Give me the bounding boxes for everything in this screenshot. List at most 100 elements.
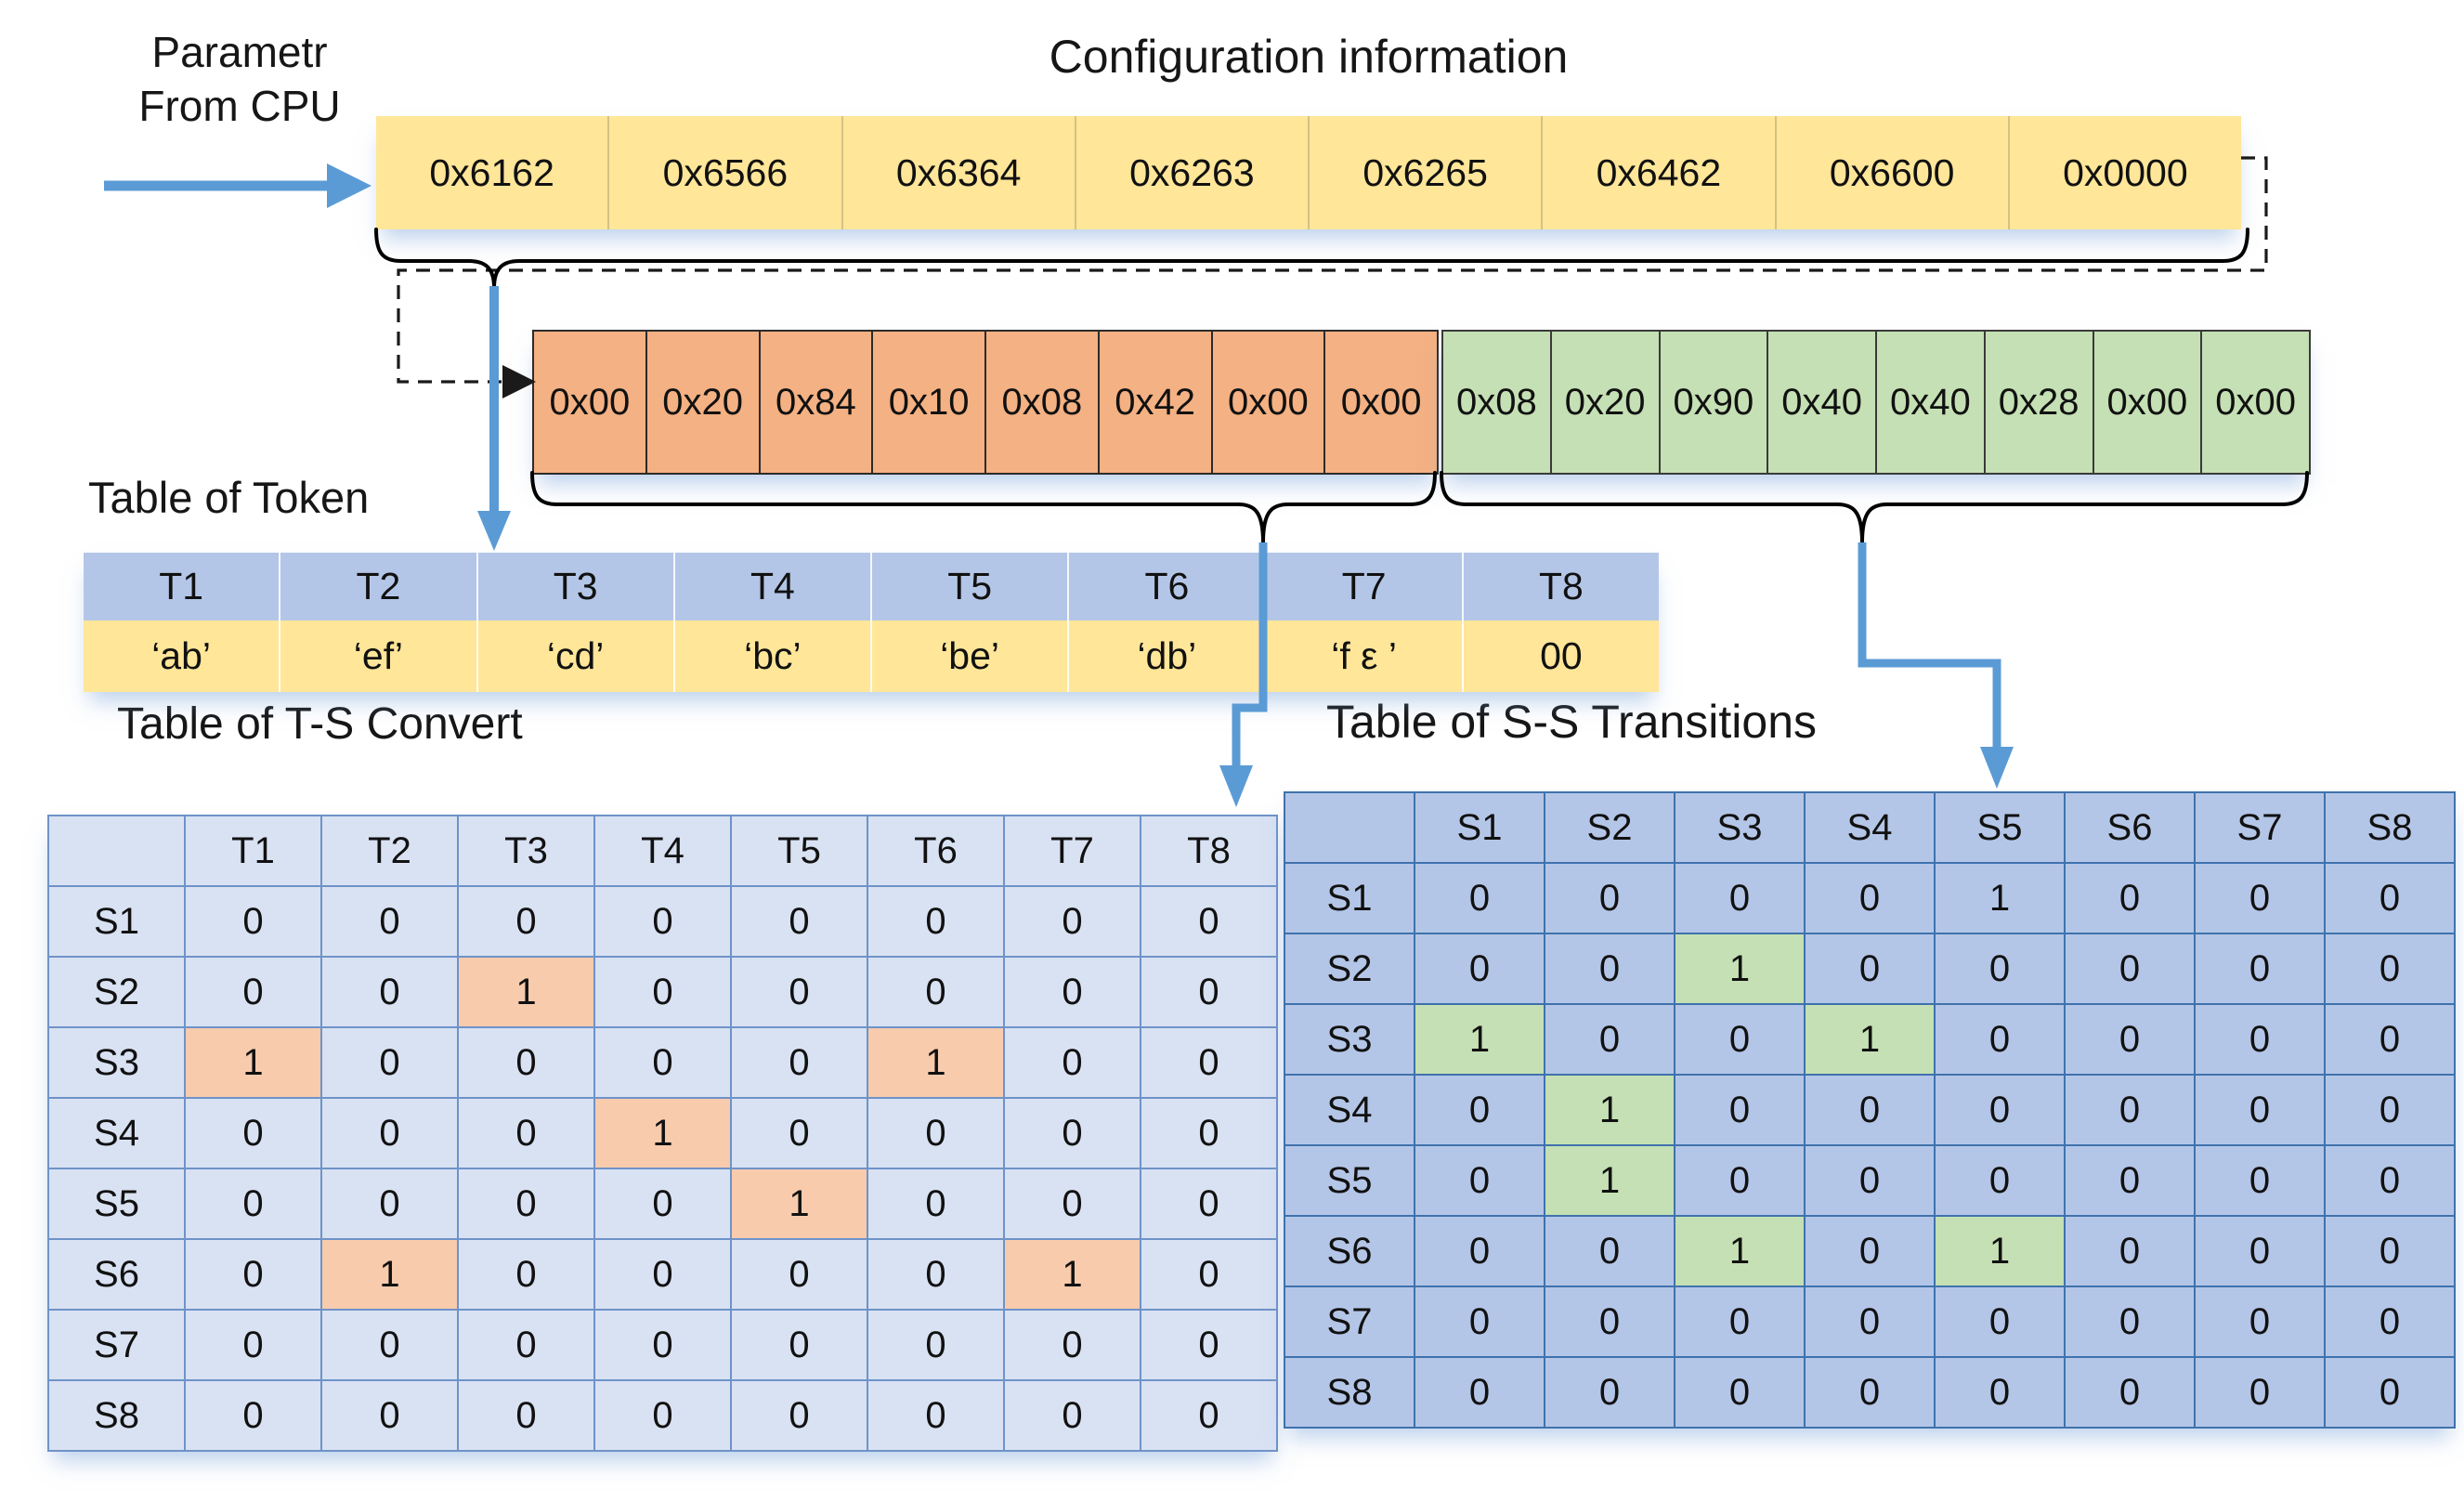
matrix-cell: 0 bbox=[322, 1381, 457, 1450]
matrix-cell: 0 bbox=[1806, 1146, 1934, 1215]
matrix-cell: 0 bbox=[2326, 934, 2454, 1003]
column-header-cell: S2 bbox=[1545, 793, 1674, 862]
matrix-cell: 0 bbox=[1545, 1217, 1674, 1286]
matrix-cell: 0 bbox=[1806, 1217, 1934, 1286]
config-hex-cell: 0x6462 bbox=[1541, 116, 1775, 229]
matrix-cell: 0 bbox=[595, 887, 730, 956]
matrix-cell: 0 bbox=[868, 1169, 1003, 1238]
matrix-cell: 0 bbox=[1005, 887, 1140, 956]
ss-byte-cell: 0x40 bbox=[1767, 332, 1875, 473]
matrix-cell: 1 bbox=[322, 1240, 457, 1309]
matrix-cell: 0 bbox=[459, 1169, 593, 1238]
matrix-cell: 0 bbox=[459, 1099, 593, 1168]
config-hex-cell: 0x6263 bbox=[1074, 116, 1308, 229]
matrix-cell: 0 bbox=[1545, 864, 1674, 933]
row-header-cell: S4 bbox=[1285, 1076, 1414, 1144]
token-value-cell: ‘ef’ bbox=[279, 620, 476, 692]
row-header-cell: S8 bbox=[49, 1381, 184, 1450]
ss-arrowhead-icon bbox=[1980, 747, 2014, 789]
row-header-cell: S6 bbox=[49, 1240, 184, 1309]
matrix-cell: 0 bbox=[1005, 1169, 1140, 1238]
matrix-cell: 1 bbox=[1545, 1146, 1674, 1215]
matrix-cell: 1 bbox=[1936, 1217, 2064, 1286]
matrix-cell: 0 bbox=[868, 958, 1003, 1026]
matrix-cell: 0 bbox=[2196, 1287, 2324, 1356]
matrix-cell: 0 bbox=[868, 1099, 1003, 1168]
matrix-cell: 0 bbox=[2066, 864, 2194, 933]
token-value-cell: ‘ab’ bbox=[84, 620, 280, 692]
column-header-cell: T5 bbox=[732, 816, 867, 885]
matrix-cell: 0 bbox=[1545, 1287, 1674, 1356]
matrix-cell: 0 bbox=[1675, 1005, 1804, 1074]
ts-convert-bytes-row: 0x00 0x20 0x84 0x10 0x08 0x42 0x00 0x00 bbox=[532, 330, 1439, 475]
matrix-cell: 0 bbox=[1141, 887, 1276, 956]
matrix-cell: 0 bbox=[1806, 1076, 1934, 1144]
ss-transition-bytes-row: 0x08 0x20 0x90 0x40 0x40 0x28 0x00 0x00 bbox=[1441, 330, 2311, 475]
token-header-cell: T1 bbox=[84, 553, 280, 620]
matrix-cell: 0 bbox=[595, 1028, 730, 1097]
matrix-cell: 1 bbox=[1005, 1240, 1140, 1309]
matrix-cell: 0 bbox=[868, 887, 1003, 956]
matrix-cell: 0 bbox=[732, 1311, 867, 1379]
matrix-cell: 0 bbox=[1936, 1146, 2064, 1215]
ts-byte-cell: 0x10 bbox=[871, 332, 984, 473]
row-header-cell: S7 bbox=[1285, 1287, 1414, 1356]
token-value-cell: ‘cd’ bbox=[476, 620, 673, 692]
matrix-cell: 0 bbox=[2196, 864, 2324, 933]
column-header-cell: S5 bbox=[1936, 793, 2064, 862]
column-header-cell: S8 bbox=[2326, 793, 2454, 862]
param-from-cpu-label: Parametr From CPU bbox=[82, 26, 398, 133]
column-header-cell: T1 bbox=[186, 816, 320, 885]
ts-byte-cell: 0x08 bbox=[984, 332, 1098, 473]
ss-byte-cell: 0x00 bbox=[2200, 332, 2309, 473]
corner-cell bbox=[1285, 793, 1414, 862]
matrix-cell: 0 bbox=[186, 1240, 320, 1309]
matrix-cell: 0 bbox=[186, 1099, 320, 1168]
column-header-cell: S6 bbox=[2066, 793, 2194, 862]
matrix-cell: 0 bbox=[322, 887, 457, 956]
corner-cell bbox=[49, 816, 184, 885]
matrix-cell: 1 bbox=[595, 1099, 730, 1168]
matrix-cell: 1 bbox=[868, 1028, 1003, 1097]
matrix-cell: 0 bbox=[595, 958, 730, 1026]
matrix-cell: 1 bbox=[1806, 1005, 1934, 1074]
token-table-title: Table of Token bbox=[88, 473, 370, 522]
row-header-cell: S4 bbox=[49, 1099, 184, 1168]
row-header-cell: S5 bbox=[1285, 1146, 1414, 1215]
matrix-cell: 0 bbox=[322, 1099, 457, 1168]
matrix-cell: 0 bbox=[2066, 1287, 2194, 1356]
matrix-cell: 0 bbox=[459, 1028, 593, 1097]
column-header-cell: T3 bbox=[459, 816, 593, 885]
matrix-cell: 0 bbox=[186, 958, 320, 1026]
config-hex-cell: 0x6566 bbox=[607, 116, 841, 229]
matrix-cell: 0 bbox=[322, 1311, 457, 1379]
matrix-cell: 0 bbox=[1415, 1287, 1544, 1356]
matrix-cell: 0 bbox=[1141, 1381, 1276, 1450]
matrix-cell: 0 bbox=[732, 1028, 867, 1097]
token-header-cell: T6 bbox=[1067, 553, 1265, 620]
ss-arrow-line bbox=[1858, 542, 2001, 749]
token-header-cell: T3 bbox=[476, 553, 673, 620]
matrix-cell: 0 bbox=[1415, 1146, 1544, 1215]
matrix-cell: 0 bbox=[459, 1381, 593, 1450]
matrix-cell: 0 bbox=[868, 1381, 1003, 1450]
cpu-arrowhead-icon bbox=[327, 163, 372, 208]
ts-byte-cell: 0x00 bbox=[1210, 332, 1324, 473]
matrix-cell: 0 bbox=[1936, 1076, 2064, 1144]
row-header-cell: S1 bbox=[1285, 864, 1414, 933]
matrix-cell: 0 bbox=[1141, 1099, 1276, 1168]
matrix-cell: 0 bbox=[186, 1381, 320, 1450]
ss-transitions-title: Table of S-S Transitions bbox=[1326, 696, 1818, 748]
config-hex-row: 0x6162 0x6566 0x6364 0x6263 0x6265 0x6462 0x66… bbox=[376, 116, 2241, 229]
matrix-cell: 0 bbox=[2196, 1076, 2324, 1144]
matrix-cell: 0 bbox=[1415, 1358, 1544, 1427]
matrix-cell: 0 bbox=[2326, 864, 2454, 933]
matrix-cell: 0 bbox=[595, 1381, 730, 1450]
matrix-cell: 0 bbox=[1675, 864, 1804, 933]
matrix-cell: 0 bbox=[2066, 1005, 2194, 1074]
matrix-cell: 0 bbox=[868, 1240, 1003, 1309]
ts-convert-title: Table of T-S Convert bbox=[117, 699, 523, 749]
token-header-cell: T5 bbox=[870, 553, 1068, 620]
token-value-cell: ‘f ε ’ bbox=[1264, 620, 1462, 692]
matrix-cell: 0 bbox=[2196, 1358, 2324, 1427]
